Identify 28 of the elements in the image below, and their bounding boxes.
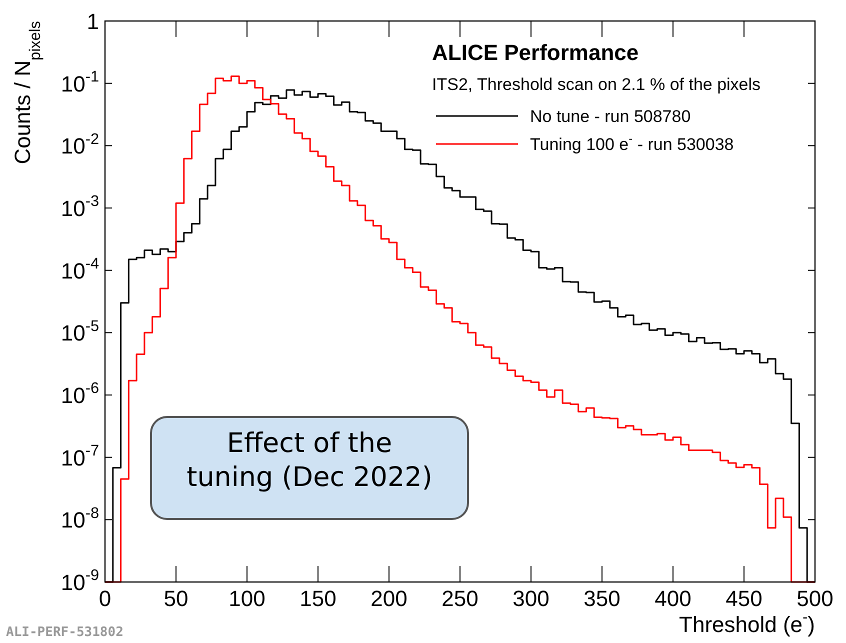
x-tick-label: 300: [512, 586, 550, 611]
x-tick-label: 350: [584, 586, 620, 611]
x-tick-label: 500: [796, 586, 834, 611]
x-tick-label: 50: [164, 586, 188, 611]
y-tick-label: 10$^{-5}$: [60, 318, 99, 346]
x-tick-label: 0: [98, 586, 112, 611]
annotation: Effect of the tuning (Dec 2022): [186, 428, 432, 493]
y-tick-label: 1: [86, 9, 99, 34]
y-tick-label: 10$^{-2}$: [60, 130, 99, 159]
text: ALICE Performance: [432, 40, 639, 65]
x-tick-label: 250: [442, 586, 478, 611]
y-tick-label: 10$^{-7}$: [60, 442, 99, 470]
x-tick-label: 400: [654, 586, 692, 611]
x-axis-title: Threshold (e$^{-}$): [679, 609, 815, 637]
y-tick-label: 10$^{-1}$: [60, 68, 99, 96]
y-tick-label: 10$^{-8}$: [60, 504, 99, 533]
text: ALI-PERF-531802: [6, 625, 124, 640]
text: ITS2, Threshold scan on 2.1 % of the pixels: [432, 75, 761, 94]
legend-label: Tuning 100 e$^{-}$ - run 530038: [530, 131, 734, 154]
x-tick-label: 100: [228, 586, 266, 611]
x-tick-label: 450: [726, 586, 762, 611]
y-tick-label: 10$^{-6}$: [60, 380, 99, 408]
x-tick-label: 200: [370, 586, 408, 611]
legend-label: No tune - run 508780: [530, 107, 691, 126]
y-tick-label: 10$^{-4}$: [60, 255, 100, 284]
y-tick-label: 10$^{-3}$: [60, 193, 99, 221]
y-tick-label: 10$^{-9}$: [60, 567, 99, 595]
x-tick-label: 150: [300, 586, 336, 611]
